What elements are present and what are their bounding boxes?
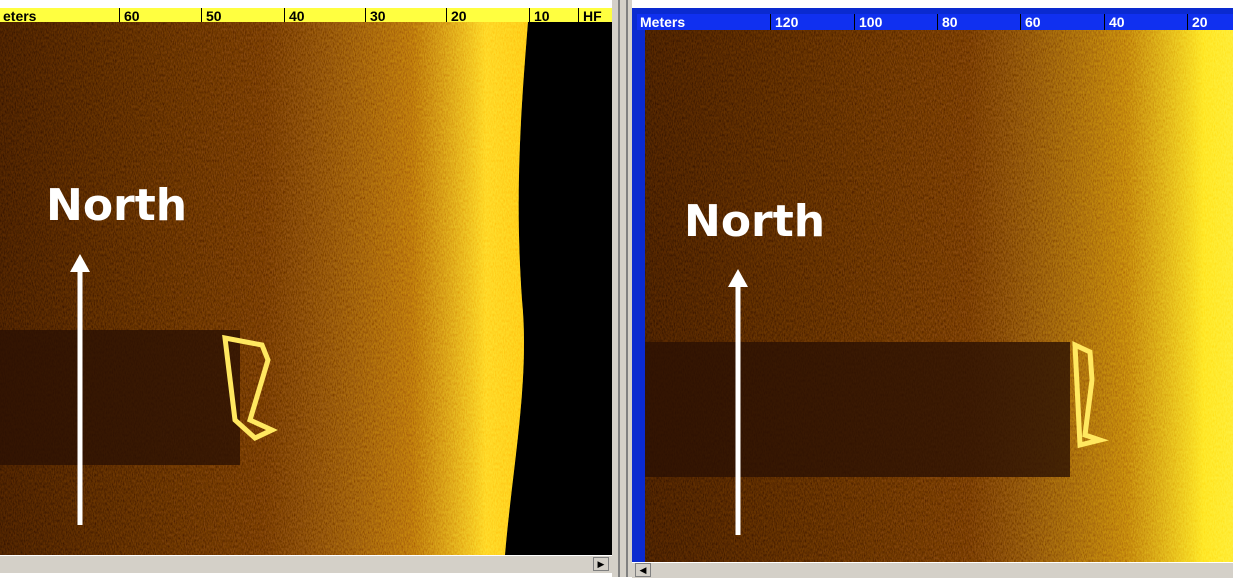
scroll-left-button[interactable]: ◀ [635, 563, 651, 577]
right-ruler: Meters 120 100 80 60 40 20 [637, 14, 1233, 30]
ruler-label: 40 [1109, 14, 1125, 30]
north-label: North [684, 196, 825, 247]
ruler-label: 60 [124, 8, 140, 22]
sonar-images [0, 0, 1233, 577]
ruler-separator [770, 14, 771, 30]
ruler-label: 10 [534, 8, 550, 22]
ruler-label: 30 [370, 8, 386, 22]
ruler-label: 40 [289, 8, 305, 22]
ruler-label: HF [583, 8, 602, 22]
ruler-separator [201, 8, 202, 22]
ruler-label: 20 [1192, 14, 1208, 30]
ruler-separator [854, 14, 855, 30]
screenshot: {"left_panel": {"ruler": {"labels": ["et… [0, 0, 1233, 577]
ruler-label: 50 [206, 8, 222, 22]
ruler-separator [446, 8, 447, 22]
ruler-separator [1104, 14, 1105, 30]
scroll-right-button[interactable]: ▶ [593, 557, 609, 571]
ruler-label: Meters [640, 14, 685, 30]
ruler-label: 120 [775, 14, 798, 30]
scrollbar[interactable]: ▶ [0, 555, 612, 573]
ruler-label: 20 [451, 8, 467, 22]
north-label: North [46, 180, 187, 231]
scrollbar[interactable]: ◀ [632, 562, 1233, 578]
ruler-separator [1020, 14, 1021, 30]
ruler-label: 100 [859, 14, 882, 30]
ruler-separator [365, 8, 366, 22]
ruler-separator [284, 8, 285, 22]
ruler-label: eters [3, 8, 36, 22]
ruler-separator [578, 8, 579, 22]
ruler-separator [119, 8, 120, 22]
ruler-separator [529, 8, 530, 22]
ruler-label: 80 [942, 14, 958, 30]
ruler-separator [1187, 14, 1188, 30]
left-ruler: eters 60 50 40 30 20 10 HF [0, 8, 612, 22]
ruler-separator [937, 14, 938, 30]
ruler-label: 60 [1025, 14, 1041, 30]
